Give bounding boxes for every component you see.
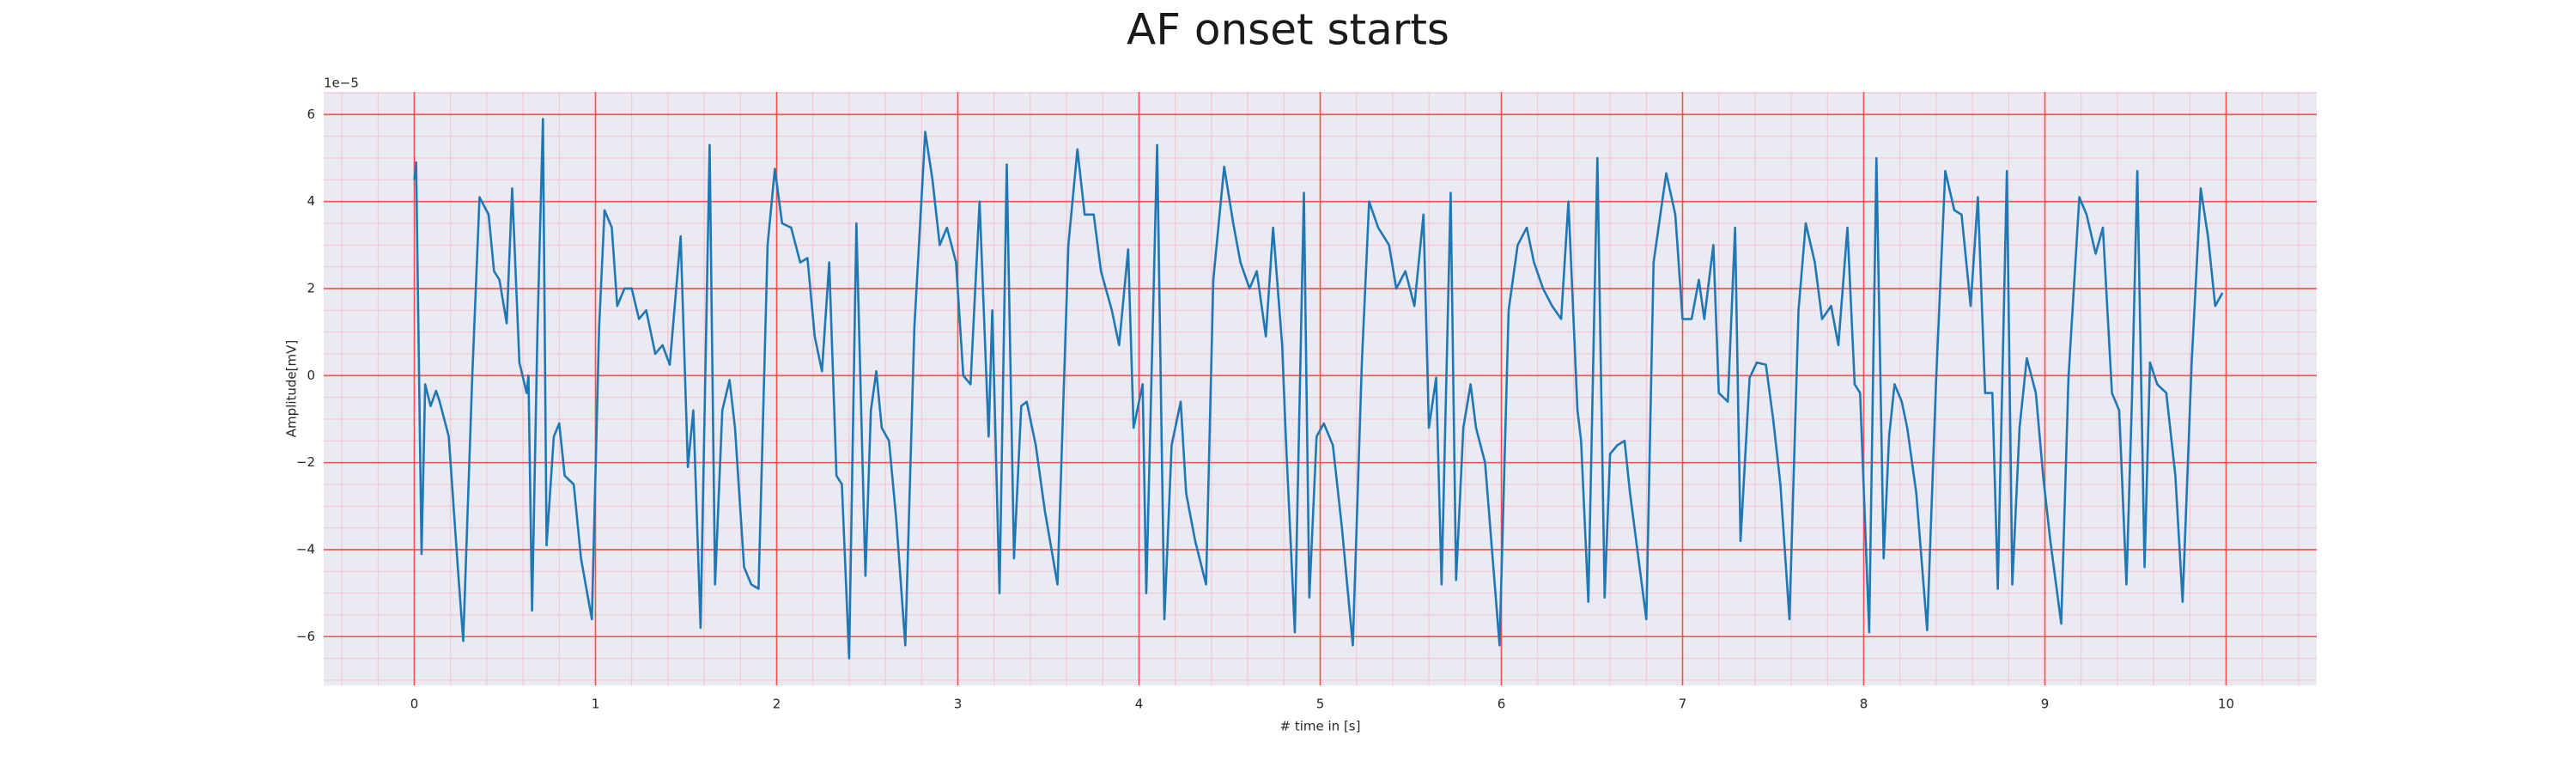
y-tick-label: −6: [296, 629, 315, 644]
y-tick-label: 4: [307, 193, 315, 209]
y-offset-label: 1e−5: [324, 76, 359, 91]
signal-line: [413, 118, 2224, 660]
x-tick-label: 9: [2041, 697, 2050, 712]
x-tick-label: 3: [954, 697, 963, 712]
x-tick-label: 4: [1135, 697, 1144, 712]
x-tick-label: 0: [410, 697, 419, 712]
y-tick-label: −4: [296, 541, 315, 557]
y-tick-label: 0: [307, 368, 315, 383]
chart-title: AF onset starts: [1127, 5, 1449, 55]
y-tick-label: 2: [307, 280, 315, 295]
y-tick-label: −2: [296, 454, 315, 470]
x-tick-label: 2: [773, 697, 781, 712]
x-axis-label: # time in [s]: [1280, 719, 1361, 734]
x-tick-label: 5: [1316, 697, 1325, 712]
x-tick-label: 10: [2218, 697, 2234, 712]
y-axis-label: Amplitude[mV]: [284, 340, 300, 437]
x-tick-label: 1: [592, 697, 600, 712]
x-tick-label: 8: [1860, 697, 1868, 712]
y-tick-label: 6: [307, 107, 315, 122]
x-tick-label: 6: [1498, 697, 1506, 712]
x-tick-label: 7: [1679, 697, 1687, 712]
